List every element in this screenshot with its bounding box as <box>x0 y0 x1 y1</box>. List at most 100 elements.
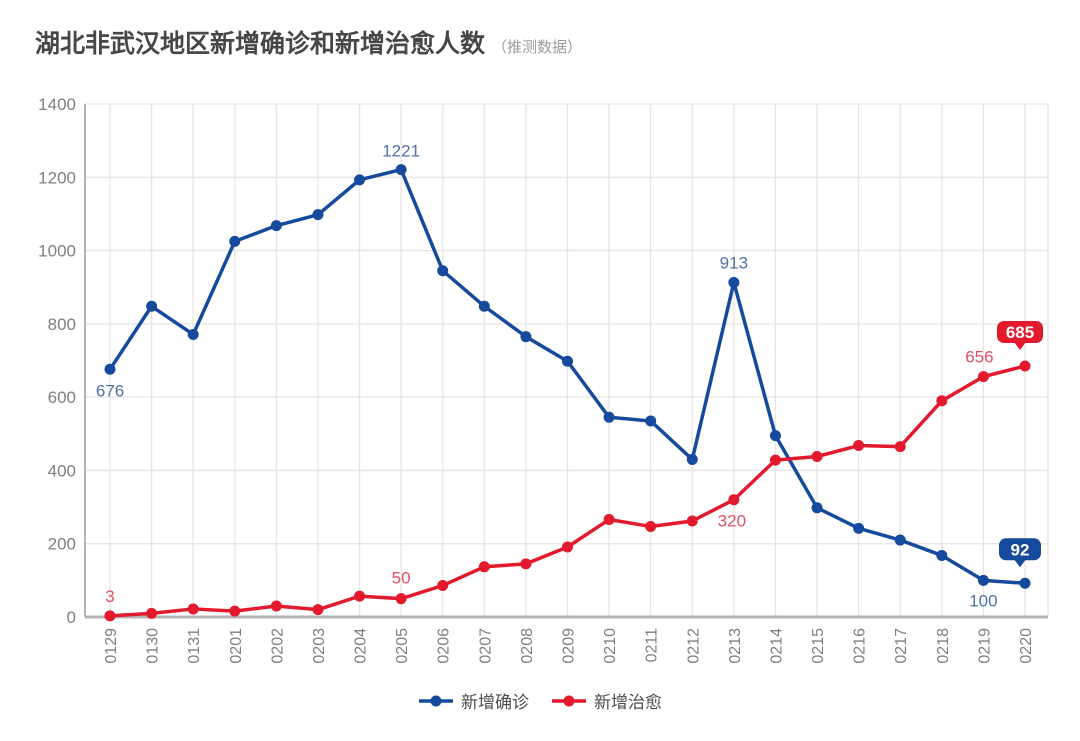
confirmed-point <box>562 355 573 367</box>
x-tick-label: 0130 <box>145 628 162 664</box>
confirmed-point <box>894 534 906 546</box>
x-tick-label: 0215 <box>810 628 827 664</box>
cured-point <box>728 494 740 506</box>
confirmed-point <box>270 220 282 232</box>
legend-label-confirmed: 新增确诊 <box>461 693 529 712</box>
value-badge <box>997 320 1043 343</box>
y-tick-label: 1400 <box>38 95 76 114</box>
x-tick-label: 0220 <box>1018 628 1035 664</box>
confirmed-series-marker-icon <box>419 695 453 706</box>
cured-point <box>1019 360 1031 372</box>
cured-point <box>894 441 906 453</box>
confirmed-point <box>437 265 449 277</box>
cured-point <box>104 610 116 622</box>
cured-point <box>312 604 324 616</box>
x-tick-label: 0217 <box>893 628 910 664</box>
value-badge <box>999 538 1041 561</box>
confirmed-point <box>187 328 199 340</box>
cured-point <box>686 515 698 527</box>
cured-point <box>395 593 407 605</box>
chart-subtitle: （推测数据） <box>492 39 583 56</box>
confirmed-point <box>354 174 366 186</box>
y-tick-label: 800 <box>48 315 76 334</box>
x-tick-label: 0203 <box>311 628 328 664</box>
x-tick-label: 0129 <box>103 628 120 664</box>
cured-point <box>520 558 532 570</box>
y-tick-label: 1200 <box>38 168 76 187</box>
cured-series-marker-icon <box>552 695 586 706</box>
cured-point <box>478 561 490 573</box>
legend-item-cured: 新增治愈 <box>551 688 662 713</box>
confirmed-point <box>603 411 615 423</box>
chart-title: 湖北非武汉地区新增确诊和新增治愈人数 <box>35 30 486 58</box>
confirmed-point <box>686 453 698 465</box>
x-tick-label: 0202 <box>269 628 286 664</box>
confirmed-point <box>1019 577 1031 589</box>
cured-point <box>354 590 366 602</box>
confirmed-point <box>811 502 823 514</box>
confirmed-point <box>395 164 407 176</box>
confirmed-point <box>853 522 865 534</box>
data-label: 676 <box>96 381 124 400</box>
cured-point <box>645 520 657 532</box>
cured-point <box>146 607 158 619</box>
legend-label-cured: 新增治愈 <box>594 693 662 712</box>
x-tick-label: 0204 <box>353 628 370 664</box>
cured-point <box>229 605 241 617</box>
confirmed-point <box>478 300 490 312</box>
data-label: 100 <box>969 591 997 610</box>
y-tick-label: 600 <box>48 388 76 407</box>
x-tick-label: 0207 <box>477 628 494 664</box>
confirmed-point <box>312 209 324 221</box>
x-tick-label: 0209 <box>561 628 578 664</box>
x-tick-label: 0211 <box>644 628 661 663</box>
value-badge-text: 685 <box>1006 323 1034 342</box>
cured-point <box>853 440 865 452</box>
x-tick-label: 0218 <box>935 628 952 664</box>
cured-point <box>603 514 615 526</box>
x-tick-label: 0201 <box>228 628 245 664</box>
confirmed-point <box>769 430 781 442</box>
value-badge-tail <box>1014 559 1026 568</box>
chart-legend: 新增确诊 新增治愈 <box>0 688 1080 713</box>
data-label: 913 <box>720 253 748 272</box>
confirmed-point <box>645 415 657 427</box>
x-tick-label: 0131 <box>186 628 203 664</box>
x-tick-label: 0205 <box>394 628 411 664</box>
cured-point <box>811 451 823 463</box>
data-label: 320 <box>718 512 746 531</box>
confirmed-point <box>229 235 241 247</box>
confirmed-point <box>936 549 948 561</box>
cured-point <box>977 371 989 383</box>
x-tick-label: 0213 <box>727 628 744 664</box>
value-badge-tail <box>1014 341 1026 350</box>
x-tick-label: 0212 <box>685 628 702 664</box>
y-tick-label: 200 <box>48 535 76 554</box>
y-tick-label: 0 <box>67 608 76 627</box>
x-tick-label: 0206 <box>436 628 453 664</box>
confirmed-point <box>104 363 116 375</box>
cured-point <box>936 395 948 407</box>
confirmed-point <box>977 574 989 586</box>
value-badge-text: 92 <box>1011 540 1030 559</box>
data-label: 50 <box>392 569 411 588</box>
x-tick-label: 0216 <box>852 628 869 664</box>
cured-point <box>437 579 449 591</box>
x-tick-label: 0210 <box>602 628 619 664</box>
confirmed-point <box>728 276 740 288</box>
x-tick-label: 0214 <box>768 628 785 664</box>
cured-point <box>769 454 781 466</box>
cured-point <box>187 603 199 615</box>
data-label: 656 <box>965 348 993 367</box>
cured-point <box>562 541 573 553</box>
confirmed-point <box>520 331 532 343</box>
x-tick-label: 0219 <box>976 628 993 664</box>
y-tick-label: 400 <box>48 461 76 480</box>
data-label: 3 <box>105 587 114 606</box>
data-label: 1221 <box>382 142 420 161</box>
chart-title-row: 湖北非武汉地区新增确诊和新增治愈人数 （推测数据） <box>35 24 582 60</box>
legend-item-confirmed: 新增确诊 <box>418 688 529 713</box>
cured-point <box>270 600 282 612</box>
confirmed-point <box>146 300 158 312</box>
